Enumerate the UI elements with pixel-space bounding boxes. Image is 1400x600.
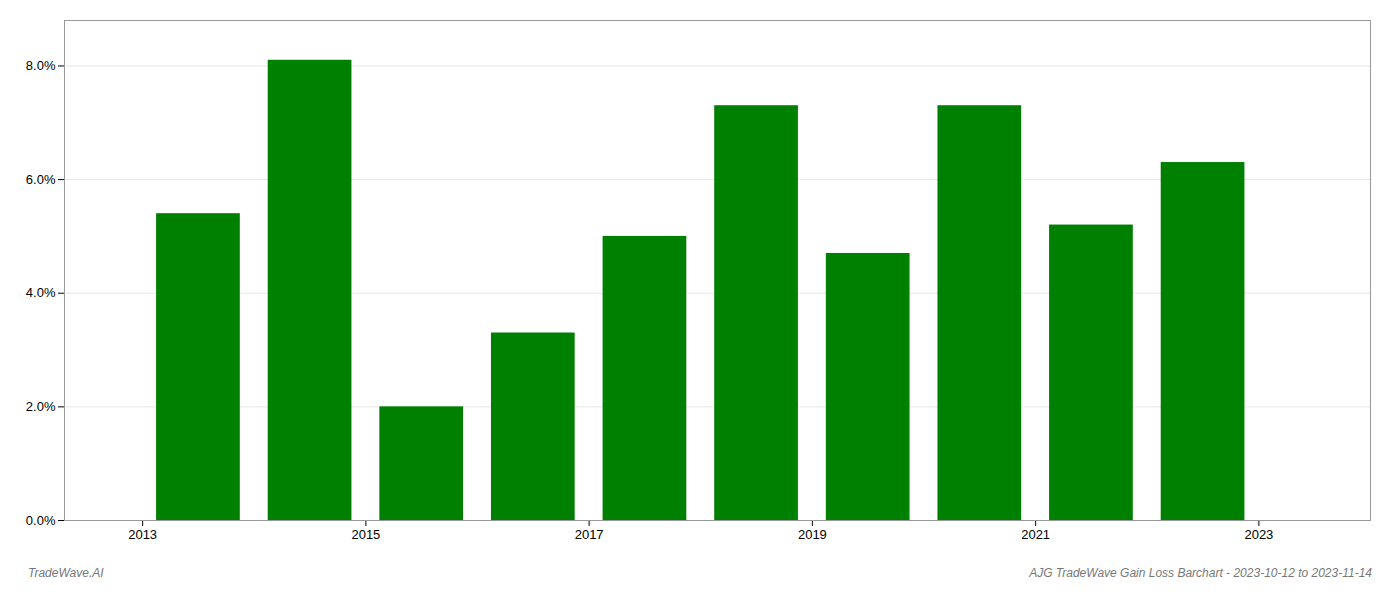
svg-text:8.0%: 8.0% <box>26 58 56 73</box>
svg-text:2017: 2017 <box>575 527 604 542</box>
svg-text:0.0%: 0.0% <box>26 513 56 528</box>
svg-text:2019: 2019 <box>798 527 827 542</box>
svg-text:2.0%: 2.0% <box>26 399 56 414</box>
svg-text:2013: 2013 <box>128 527 157 542</box>
svg-text:2015: 2015 <box>351 527 380 542</box>
svg-text:4.0%: 4.0% <box>26 285 56 300</box>
html-text:TradeWave.AI: TradeWave.AI <box>28 566 104 580</box>
svg-text:6.0%: 6.0% <box>26 172 56 187</box>
html-text:AJG TradeWave Gain Loss Barcha: AJG TradeWave Gain Loss Barchart - 2023-… <box>1029 566 1372 580</box>
svg-text:2023: 2023 <box>1244 527 1273 542</box>
svg-text:2021: 2021 <box>1021 527 1050 542</box>
